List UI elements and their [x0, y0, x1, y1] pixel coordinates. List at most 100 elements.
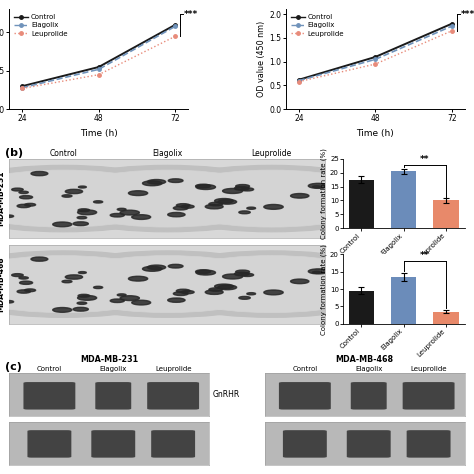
FancyBboxPatch shape [27, 430, 72, 458]
Y-axis label: MDA-MB-231: MDA-MB-231 [0, 171, 5, 226]
Circle shape [54, 170, 281, 227]
Legend: Control, Elagolix, Leuprolide: Control, Elagolix, Leuprolide [13, 13, 69, 38]
FancyBboxPatch shape [151, 430, 195, 458]
Circle shape [247, 292, 255, 295]
Text: Leuprolide: Leuprolide [252, 148, 292, 157]
Circle shape [110, 299, 124, 302]
Circle shape [35, 165, 300, 232]
Circle shape [173, 206, 188, 210]
Circle shape [147, 265, 165, 270]
Circle shape [79, 272, 86, 273]
Circle shape [128, 191, 148, 196]
Control [296, 77, 301, 82]
Circle shape [62, 195, 72, 197]
Text: Elagolix: Elagolix [355, 365, 383, 372]
Y-axis label: Colony formation rate (%): Colony formation rate (%) [320, 244, 327, 335]
Bar [434, 201, 459, 228]
Circle shape [17, 290, 30, 293]
Line: Leuprolide: Leuprolide [297, 29, 454, 83]
Circle shape [168, 298, 185, 302]
Bar [348, 291, 374, 324]
Elagolix [296, 78, 301, 83]
Elagolix [449, 23, 455, 29]
Circle shape [218, 285, 237, 290]
Y-axis label: GnRHR: GnRHR [212, 391, 240, 400]
Text: Elagolix: Elagolix [152, 148, 182, 157]
Bar [348, 180, 374, 228]
Circle shape [181, 291, 194, 294]
FancyBboxPatch shape [407, 430, 451, 458]
Circle shape [139, 165, 404, 232]
Circle shape [4, 301, 14, 303]
Circle shape [196, 270, 216, 275]
Circle shape [209, 288, 222, 292]
Circle shape [312, 186, 320, 188]
FancyBboxPatch shape [147, 382, 199, 410]
Leuprolide [296, 79, 301, 84]
FancyBboxPatch shape [23, 382, 75, 410]
Circle shape [196, 184, 216, 190]
Circle shape [356, 206, 372, 210]
Text: ***: *** [461, 10, 474, 19]
Circle shape [308, 269, 328, 274]
Circle shape [241, 273, 254, 276]
Circle shape [215, 199, 233, 203]
Text: (c): (c) [5, 362, 22, 372]
Circle shape [19, 191, 28, 193]
Text: (b): (b) [5, 147, 23, 157]
Circle shape [77, 217, 87, 219]
Circle shape [19, 196, 33, 199]
Circle shape [0, 251, 196, 318]
Circle shape [65, 189, 82, 194]
Circle shape [173, 292, 188, 295]
Circle shape [31, 257, 48, 261]
X-axis label: Time (h): Time (h) [80, 128, 118, 137]
Bar [391, 277, 417, 324]
Circle shape [236, 184, 249, 188]
Circle shape [205, 290, 223, 294]
Control [173, 22, 178, 27]
Circle shape [12, 273, 23, 276]
Circle shape [78, 210, 97, 215]
Control [373, 54, 378, 60]
Legend: Control, Elagolix, Leuprolide: Control, Elagolix, Leuprolide [290, 13, 346, 38]
Circle shape [143, 266, 162, 271]
Circle shape [264, 204, 283, 210]
Circle shape [350, 193, 370, 198]
Circle shape [158, 255, 385, 313]
Line: Control: Control [20, 23, 177, 88]
FancyBboxPatch shape [351, 382, 387, 410]
Circle shape [25, 289, 36, 292]
Circle shape [54, 255, 281, 313]
Circle shape [17, 204, 30, 208]
Elagolix [373, 56, 378, 62]
Circle shape [0, 165, 196, 232]
Text: Elagolix: Elagolix [100, 365, 127, 372]
Circle shape [0, 170, 177, 227]
Circle shape [117, 294, 126, 296]
Text: Control: Control [49, 148, 77, 157]
Circle shape [234, 187, 249, 190]
Circle shape [19, 281, 33, 284]
Circle shape [308, 183, 328, 188]
Circle shape [65, 275, 82, 279]
Elagolix [96, 66, 101, 72]
Text: ***: *** [184, 10, 198, 19]
Leuprolide [449, 28, 455, 34]
Circle shape [241, 188, 254, 191]
Leuprolide [19, 86, 25, 91]
Circle shape [176, 289, 190, 292]
Circle shape [147, 180, 165, 184]
Circle shape [79, 186, 86, 188]
Circle shape [239, 211, 250, 214]
Circle shape [53, 222, 72, 227]
Text: MDA-MB-468: MDA-MB-468 [336, 355, 394, 364]
Line: Leuprolide: Leuprolide [20, 35, 177, 90]
Circle shape [312, 271, 320, 273]
Circle shape [143, 181, 162, 186]
Circle shape [19, 277, 28, 279]
Circle shape [247, 207, 255, 210]
Y-axis label: Colony formation rate (%): Colony formation rate (%) [320, 148, 327, 239]
Line: Elagolix: Elagolix [297, 24, 454, 82]
Circle shape [196, 270, 210, 273]
